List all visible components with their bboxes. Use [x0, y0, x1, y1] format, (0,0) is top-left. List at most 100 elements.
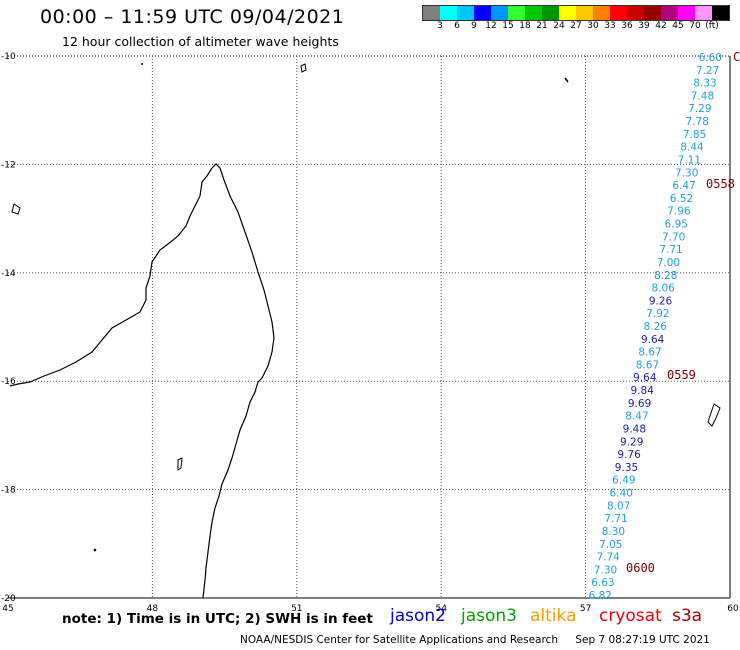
wave-height-value: 7.00: [657, 257, 680, 269]
wave-height-value: 8.67: [636, 359, 659, 371]
wave-height-value: 8.06: [651, 283, 675, 295]
wave-height-value: 9.26: [649, 295, 673, 307]
wave-height-value: 6.63: [591, 577, 614, 589]
legend-item-s3a: s3a: [672, 606, 703, 626]
wave-height-value: 6.52: [670, 193, 693, 205]
color-scale-label: (ft): [705, 21, 719, 31]
latitude-label: -18: [1, 486, 16, 496]
wave-height-value: 7.48: [691, 90, 714, 102]
color-scale-label: 39: [638, 21, 650, 31]
color-scale-label: 9: [471, 21, 477, 31]
wave-height-value: 7.30: [675, 167, 698, 179]
color-swatch: [661, 6, 678, 20]
wave-height-value: 8.44: [680, 142, 704, 154]
wave-height-value: 6.49: [612, 475, 635, 487]
legend-item-altika: altika: [530, 606, 577, 626]
island-north: [300, 63, 307, 73]
wave-height-value: 7.74: [596, 552, 620, 564]
wave-height-value: 8.33: [693, 78, 716, 90]
chart-subtitle: 12 hour collection of altimeter wave hei…: [62, 34, 339, 49]
color-swatch: [542, 6, 559, 20]
color-scale-label: 70: [689, 21, 701, 31]
color-swatch: [559, 6, 576, 20]
wave-height-value: 8.30: [602, 526, 625, 538]
footer-timestamp: Sep 7 08:27:19 UTC 2021: [575, 634, 710, 646]
color-scale-label: 33: [604, 21, 616, 31]
wave-height-value: 9.64: [641, 334, 665, 346]
color-scale-label: 3: [437, 21, 443, 31]
time-labels: C 0558 0559 0600: [626, 50, 740, 575]
island-southwest: [177, 457, 183, 471]
color-scale-label: 24: [553, 21, 565, 31]
wave-height-value: 9.29: [620, 436, 643, 448]
note-text: note: 1) Time is in UTC; 2) SWH is in fe…: [62, 611, 373, 627]
longitude-labels: 45 48 51 54 57 60: [2, 604, 739, 614]
graticule: [8, 56, 730, 598]
color-scale-label: 21: [536, 21, 548, 31]
time-label: 0600: [626, 561, 655, 575]
wave-height-value: 7.27: [696, 65, 719, 77]
color-swatch: [610, 6, 627, 20]
color-swatch: [627, 6, 644, 20]
wave-height-value: 6.40: [610, 488, 633, 500]
islet-1: [141, 63, 143, 65]
time-label: 0558: [706, 177, 735, 191]
color-swatch: [491, 6, 508, 20]
color-scale-label: 45: [672, 21, 684, 31]
longitude-label: 57: [580, 604, 591, 614]
wave-height-value: 9.64: [633, 372, 657, 384]
wave-height-value: 7.71: [659, 244, 682, 256]
wave-height-value: 6.82: [589, 590, 612, 602]
color-scale-label: 27: [570, 21, 582, 31]
time-label: 0559: [667, 368, 696, 382]
wave-height-value: 7.30: [594, 564, 617, 576]
island-small-ne: [564, 77, 569, 83]
color-swatch: [474, 6, 491, 20]
altimeter-track: 6.607.278.337.487.297.787.858.447.117.30…: [589, 52, 722, 602]
longitude-label: 51: [291, 604, 302, 614]
color-scale-labels: 3 6 9 12 15 18 21 24 27 30 33 36 39 42 45 70 (ft): [422, 21, 740, 33]
islet-2: [93, 548, 97, 552]
madagascar-west-coastline: [9, 167, 213, 387]
color-swatch: [644, 6, 661, 20]
northwest-coast-segment: [11, 203, 21, 215]
color-swatch: [712, 6, 729, 20]
madagascar-coastline: [202, 163, 275, 599]
color-swatch: [695, 6, 712, 20]
wave-height-value: 6.47: [672, 180, 695, 192]
wave-height-value: 8.47: [625, 411, 648, 423]
color-scale-label: 6: [454, 21, 460, 31]
legend-item-cryosat: cryosat: [599, 606, 662, 626]
time-label: C: [733, 50, 740, 64]
wave-height-value: 6.60: [699, 52, 722, 64]
wave-height-value: 7.05: [599, 539, 622, 551]
longitude-label: 60: [727, 604, 739, 614]
longitude-label: 48: [147, 604, 159, 614]
color-scale-label: 15: [502, 21, 514, 31]
wave-height-value: 7.92: [646, 308, 669, 320]
color-scale-bar: [422, 5, 730, 21]
latitude-label: -14: [1, 269, 16, 279]
longitude-label: 54: [435, 604, 447, 614]
color-scale-label: 18: [519, 21, 531, 31]
wave-height-value: 7.78: [686, 116, 709, 128]
latitude-labels: -10 -12 -14 -16 -18 -20: [1, 52, 16, 604]
wave-height-value: 7.85: [683, 129, 706, 141]
color-swatch: [525, 6, 542, 20]
wave-height-value: 7.96: [667, 206, 691, 218]
chart-title: 00:00 – 11:59 UTC 09/04/2021: [40, 6, 345, 28]
color-scale-label: 12: [485, 21, 497, 31]
island-east: [707, 403, 721, 427]
latitude-label: -10: [1, 52, 16, 62]
legend-item-jason3: jason3: [461, 606, 517, 626]
color-swatch: [440, 6, 457, 20]
color-scale-label: 36: [621, 21, 633, 31]
wave-height-value: 7.70: [662, 231, 685, 243]
wave-height-value: 8.67: [638, 347, 661, 359]
wave-height-value: 9.84: [631, 385, 655, 397]
wave-height-value: 6.95: [665, 219, 688, 231]
color-swatch: [423, 6, 440, 20]
wave-height-value: 9.69: [628, 398, 651, 410]
legend-item-jason2: jason2: [390, 606, 446, 626]
